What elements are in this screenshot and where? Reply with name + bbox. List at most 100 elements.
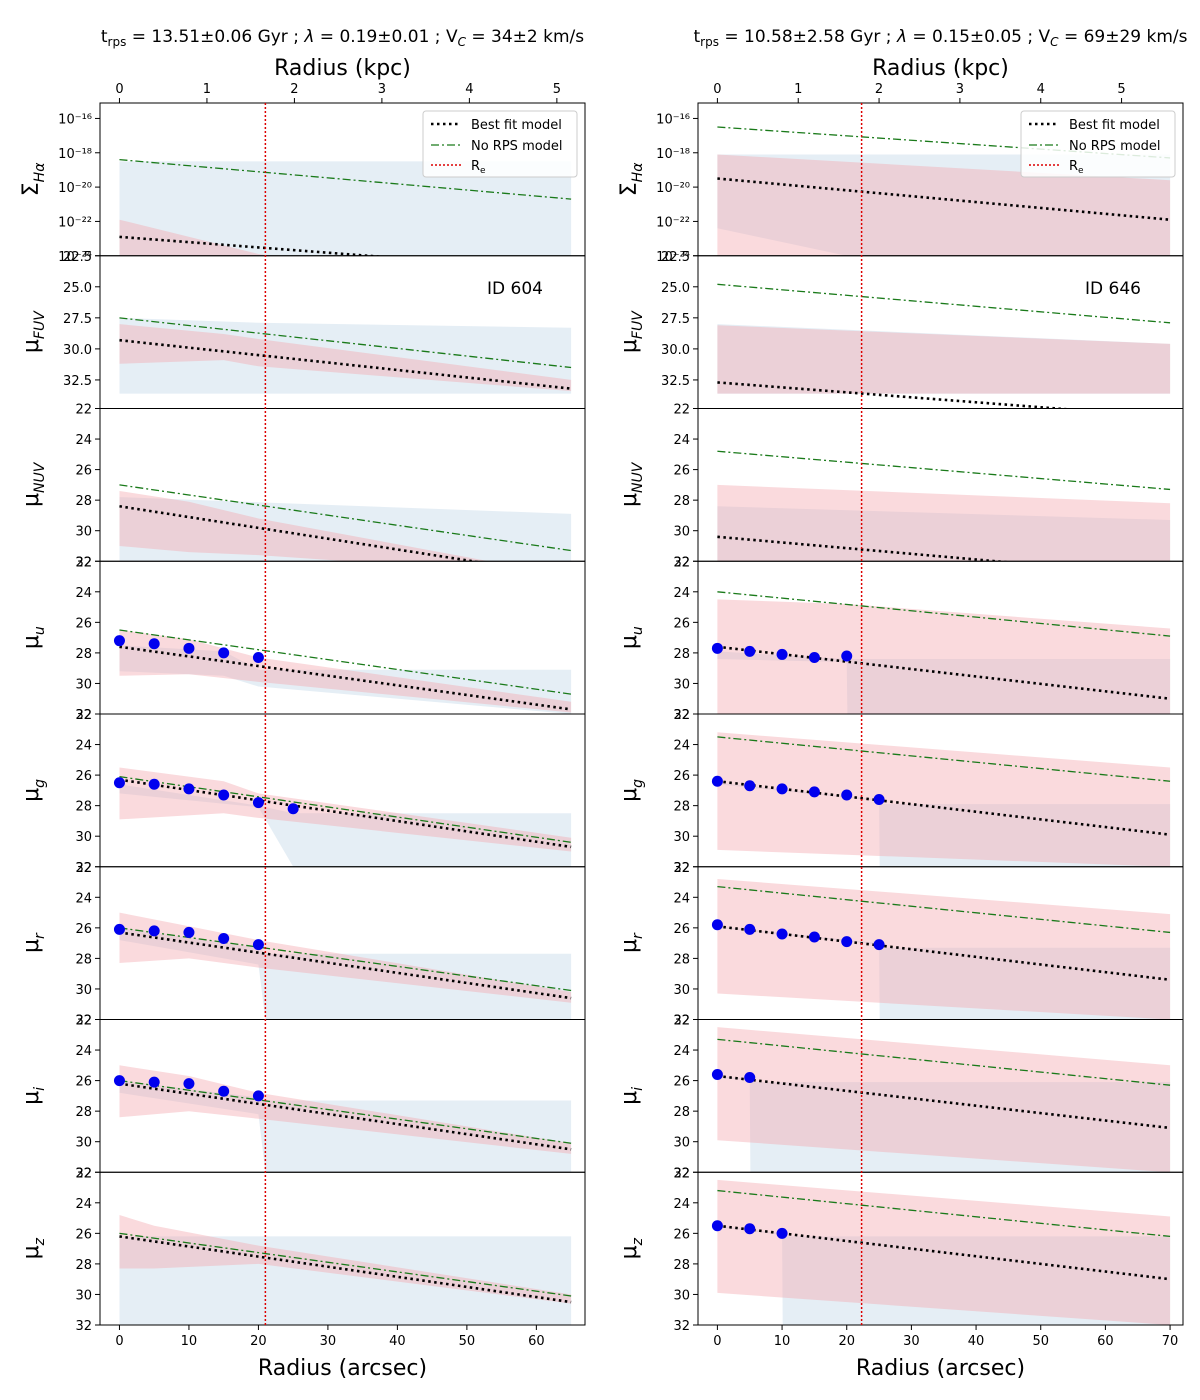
- data-point: [776, 783, 788, 795]
- plot-area: [113, 912, 572, 1020]
- y-tick-label: 27.5: [63, 312, 92, 327]
- kpc-tick-label: 0: [713, 82, 721, 97]
- y-axis-label: μr: [19, 932, 48, 953]
- uncertainty-band-model: [119, 491, 489, 562]
- panel-1: trps = 13.51±0.06 Gyr ; λ = 0.19±0.01 ; …: [19, 27, 586, 1381]
- no-rps-model-line: [119, 1079, 572, 1144]
- best-fit-model-line: [119, 338, 572, 390]
- plot-area: [711, 879, 1171, 1020]
- y-tick-label: 22: [673, 1166, 690, 1181]
- y-tick-label: 24: [673, 739, 690, 754]
- legend-norps-label: No RPS model: [1069, 139, 1161, 154]
- uncertainty-band-observed: [119, 497, 572, 562]
- x-tick-label: 50: [1032, 1334, 1049, 1349]
- y-tick-label: 26: [75, 464, 92, 479]
- no-rps-model-line: [717, 885, 1171, 934]
- uncertainty-band-model: [717, 484, 1171, 562]
- galaxy-id: ID 646: [1085, 279, 1141, 299]
- uncertainty-band-model: [717, 1027, 1171, 1173]
- no-rps-model-line: [119, 927, 572, 992]
- best-fit-model-line: [119, 778, 572, 849]
- data-point: [113, 923, 125, 935]
- y-tick-label: 22: [673, 861, 690, 876]
- y-tick-label: 32: [673, 1166, 690, 1181]
- no-rps-model-line: [717, 591, 1171, 637]
- y-tick-label: 32: [75, 1014, 92, 1029]
- top-axis-label: Radius (kpc): [274, 56, 411, 81]
- data-point: [808, 931, 820, 943]
- y-tick-label: 24: [673, 891, 690, 906]
- best-fit-model-line: [119, 504, 482, 562]
- data-point: [711, 775, 723, 787]
- plot-area: [113, 767, 572, 867]
- top-axis-label: Radius (kpc): [872, 56, 1009, 81]
- data-point: [218, 647, 230, 659]
- data-point: [148, 638, 160, 650]
- y-tick-label: 22.5: [661, 250, 690, 265]
- uncertainty-band-model: [717, 1179, 1171, 1325]
- y-tick-label: 28: [673, 647, 690, 662]
- no-rps-model-line: [717, 126, 1171, 159]
- y-tick-label: 32: [673, 1014, 690, 1029]
- x-tick-label: 0: [713, 1334, 721, 1349]
- x-tick-label: 30: [903, 1334, 920, 1349]
- y-tick-label: 10⁻¹⁸: [656, 147, 690, 162]
- y-tick-label: 26: [673, 1075, 690, 1090]
- plot-area: [711, 1179, 1171, 1325]
- y-tick-label: 24: [75, 1197, 92, 1212]
- y-tick-label: 28: [673, 1105, 690, 1120]
- kpc-tick-label: 2: [875, 82, 883, 97]
- y-axis-label: μg: [19, 779, 48, 802]
- y-tick-label: 30: [75, 830, 92, 845]
- y-tick-label: 26: [673, 464, 690, 479]
- uncertainty-band-model: [119, 219, 274, 256]
- uncertainty-band-observed: [119, 927, 572, 1020]
- y-tick-label: 26: [75, 769, 92, 784]
- x-tick-label: 40: [968, 1334, 985, 1349]
- y-tick-label: 22: [673, 403, 690, 418]
- y-tick-label: 32.5: [661, 374, 690, 389]
- row-FUV: 22.5 25.0 27.5 30.0 32.5 μFUV ID 646: [617, 250, 1184, 409]
- best-fit-model-line: [717, 177, 1171, 222]
- row-NUV: 22 24 26 28 30 32 μNUV: [19, 403, 586, 570]
- data-point: [808, 651, 820, 663]
- row-z: 22 24 26 28 30 32 μz: [617, 1166, 1184, 1334]
- plot-area: [119, 158, 572, 256]
- uncertainty-band-observed: [717, 154, 1171, 256]
- plot-area: [113, 629, 572, 714]
- uncertainty-band-observed: [717, 782, 1171, 867]
- y-tick-label: 22: [673, 555, 690, 570]
- data-point: [744, 1223, 756, 1235]
- row-g: 22 24 26 28 30 32 μg: [617, 708, 1184, 876]
- y-tick-label: 32: [673, 708, 690, 723]
- y-tick-label: 26: [673, 922, 690, 937]
- x-tick-label: 50: [459, 1334, 476, 1349]
- galaxy-id: ID 604: [487, 279, 543, 299]
- kpc-tick-label: 2: [290, 82, 298, 97]
- data-point: [744, 780, 756, 792]
- legend: Best fit model No RPS model Re: [1020, 110, 1176, 178]
- y-axis-label: μg: [617, 779, 646, 802]
- x-tick-label: 20: [250, 1334, 267, 1349]
- data-point: [252, 1090, 264, 1102]
- y-tick-label: 24: [75, 586, 92, 601]
- data-point: [113, 1075, 125, 1087]
- uncertainty-band-model: [717, 732, 1171, 867]
- no-rps-model-line: [119, 317, 572, 369]
- uncertainty-band-observed: [717, 1076, 1171, 1173]
- data-point: [113, 635, 125, 647]
- y-tick-label: 22: [75, 861, 92, 876]
- panel-title: trps = 10.58±2.58 Gyr ; λ = 0.15±0.05 ; …: [693, 27, 1187, 49]
- y-tick-label: 25.0: [63, 281, 92, 296]
- y-axis-label: μFUV: [617, 310, 646, 353]
- kpc-tick-label: 5: [553, 82, 561, 97]
- x-tick-label: 40: [389, 1334, 406, 1349]
- uncertainty-band-model: [717, 599, 1171, 714]
- kpc-tick-label: 1: [794, 82, 802, 97]
- uncertainty-band-model: [119, 324, 572, 392]
- uncertainty-band-observed: [119, 784, 572, 867]
- data-point: [711, 1220, 723, 1232]
- no-rps-model-line: [717, 1038, 1171, 1086]
- y-tick-label: 10⁻²²: [58, 215, 92, 230]
- no-rps-model-line: [119, 158, 572, 200]
